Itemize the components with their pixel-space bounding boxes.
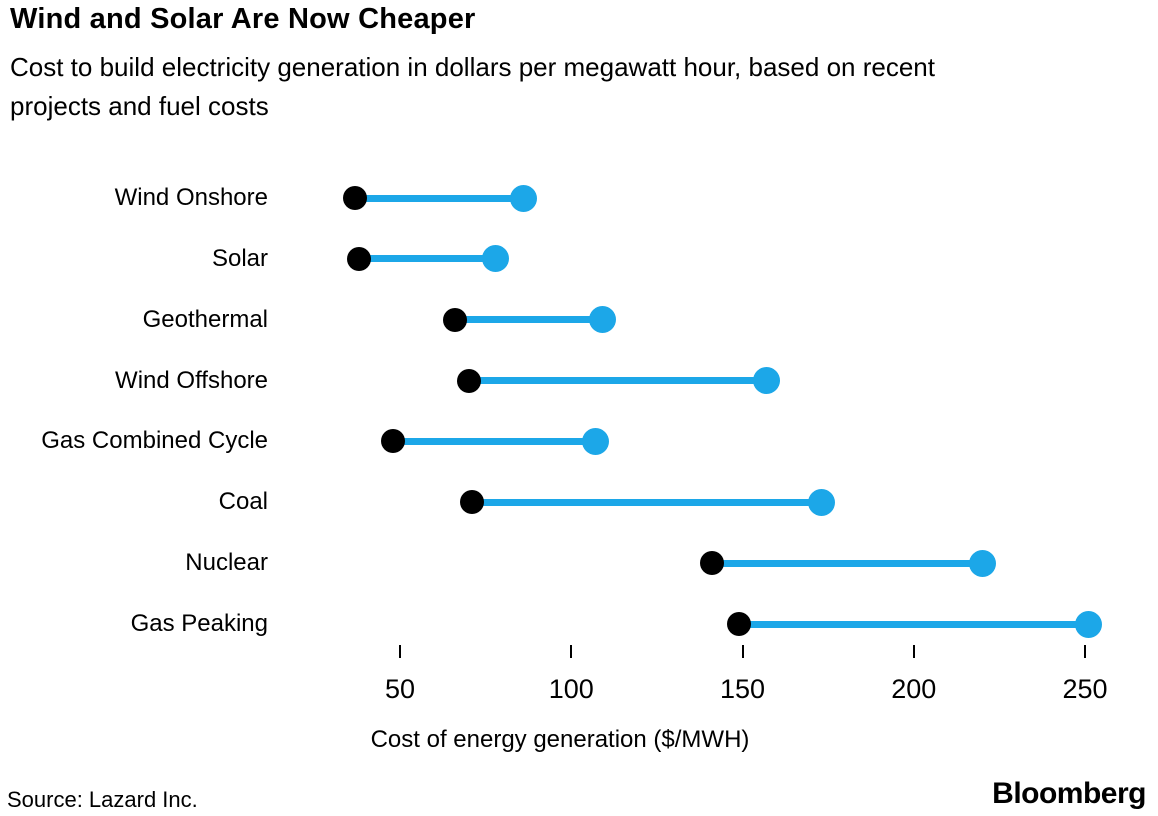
high-dot: [968, 549, 996, 577]
high-dot: [807, 488, 835, 516]
category-label: Gas Peaking: [130, 610, 268, 638]
axis-tick: [741, 645, 744, 658]
low-dot: [442, 307, 467, 332]
low-dot: [459, 490, 484, 515]
category-row: Wind Onshore: [0, 168, 1158, 228]
category-label: Wind Onshore: [114, 184, 268, 211]
category-label: Geothermal: [142, 305, 268, 333]
range-line: [471, 498, 822, 506]
range-line: [454, 316, 603, 324]
range-line: [468, 377, 767, 385]
range-line: [358, 255, 496, 263]
category-row: Coal: [0, 472, 1158, 532]
axis-tick: [570, 645, 573, 658]
high-dot: [581, 427, 609, 455]
category-label: Wind Offshore: [115, 366, 268, 394]
source-note: Source: Lazard Inc.: [7, 787, 198, 812]
low-dot: [346, 246, 371, 271]
axis-tick: [912, 645, 915, 658]
axis-tick: [399, 645, 401, 658]
low-dot: [343, 186, 368, 210]
high-dot: [588, 306, 616, 334]
axis-tick-label: 100: [548, 674, 594, 704]
range-line: [393, 437, 596, 445]
category-label: Solar: [211, 244, 268, 272]
category-row: Solar: [0, 229, 1158, 289]
range-line: [355, 194, 524, 202]
chart-title: Wind and Solar Are Now Cheaper: [10, 3, 476, 35]
category-row: Gas Combined Cycle: [0, 411, 1158, 471]
high-dot: [509, 184, 537, 212]
low-dot: [381, 429, 406, 454]
category-label: Nuclear: [185, 549, 268, 577]
category-row: Nuclear: [0, 533, 1158, 593]
category-label: Gas Combined Cycle: [41, 427, 268, 455]
range-line: [739, 620, 1089, 628]
low-dot: [456, 368, 481, 393]
bloomberg-logo: Bloomberg: [992, 777, 1146, 810]
category-row: Wind Offshore: [0, 351, 1158, 411]
axis-tick-label: 150: [719, 674, 766, 704]
category-label: Coal: [218, 488, 268, 516]
range-line: [711, 559, 983, 567]
chart-subtitle: Cost to build electricity generation in …: [10, 52, 935, 121]
high-dot: [1074, 610, 1102, 638]
low-dot: [727, 612, 752, 637]
high-dot: [482, 245, 510, 273]
category-row: Gas Peaking: [0, 594, 1158, 654]
axis-tick-label: 200: [891, 674, 937, 704]
high-dot: [752, 367, 780, 395]
category-row: Geothermal: [0, 290, 1158, 350]
axis-tick-label: 250: [1062, 674, 1108, 704]
x-axis-title: Cost of energy generation ($/MWH): [370, 726, 750, 753]
axis-tick-label: 50: [384, 674, 416, 704]
low-dot: [699, 551, 724, 576]
axis-tick: [1084, 645, 1086, 658]
